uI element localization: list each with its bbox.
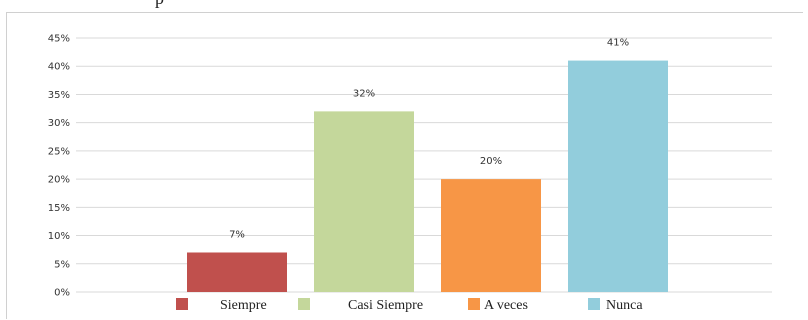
cropped-heading-fragment: p	[155, 0, 167, 8]
bar-casi-siempre	[314, 111, 414, 292]
y-tick-label: 30%	[48, 118, 70, 129]
data-labels: 7% 32% 20% 41%	[229, 38, 629, 241]
y-axis-ticks: 0% 5% 10% 15% 20% 25% 30% 35% 40% 45%	[48, 34, 70, 299]
y-tick-label: 10%	[48, 231, 70, 242]
legend-label: Nunca	[606, 298, 643, 313]
y-tick-label: 45%	[48, 34, 70, 45]
legend-label: Casi Siempre	[348, 298, 423, 313]
y-tick-label: 15%	[48, 203, 70, 214]
data-label: 41%	[607, 38, 629, 49]
bar-siempre	[187, 252, 287, 292]
legend-swatch	[588, 298, 600, 310]
y-tick-label: 20%	[48, 175, 70, 186]
legend-label: A veces	[484, 298, 528, 313]
legend-label: Siempre	[220, 298, 267, 313]
y-tick-label: 0%	[54, 288, 70, 299]
y-tick-label: 5%	[54, 259, 70, 270]
data-label: 20%	[480, 156, 502, 167]
y-tick-label: 25%	[48, 146, 70, 157]
y-tick-label: 35%	[48, 90, 70, 101]
bar-a-veces	[441, 179, 541, 292]
legend: Siempre Casi Siempre A veces Nunca	[176, 298, 643, 313]
data-label: 7%	[229, 229, 245, 240]
legend-swatch	[298, 298, 310, 310]
bars	[187, 60, 668, 293]
y-tick-label: 40%	[48, 62, 70, 73]
chart-frame	[6, 12, 803, 319]
legend-swatch	[176, 298, 188, 310]
legend-swatch	[468, 298, 480, 310]
bar-nunca	[568, 60, 668, 293]
data-label: 32%	[353, 88, 375, 99]
